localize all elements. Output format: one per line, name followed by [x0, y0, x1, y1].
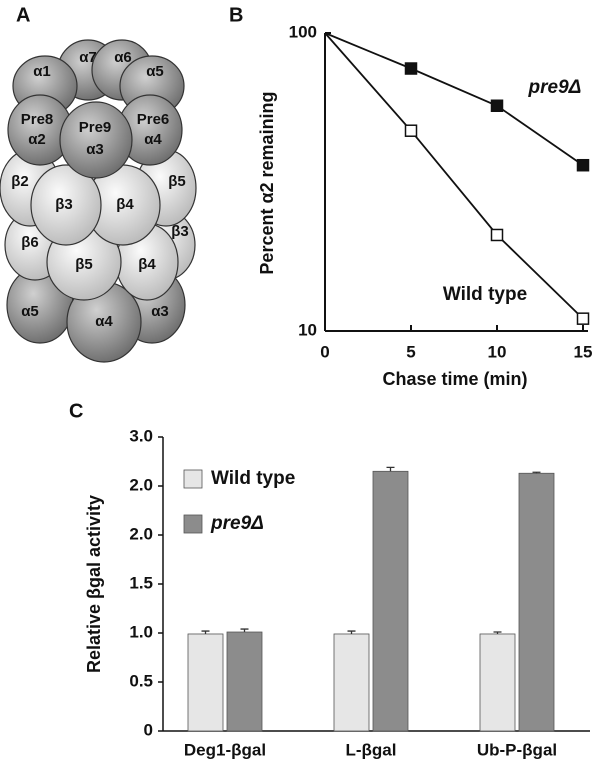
x-tick-label: Deg1-βgal — [184, 740, 266, 759]
y-tick-label: 2.0 — [129, 524, 153, 543]
bar — [518, 472, 555, 732]
subunit: Pre9 α3 — [59, 101, 133, 179]
error-bar — [347, 630, 356, 634]
series-label: pre9Δ — [528, 77, 582, 98]
subunit-label: β2 — [11, 173, 29, 190]
subunit-label: α4 — [144, 131, 162, 148]
subunit-label: Pre6 — [137, 111, 170, 128]
subunit-label: Pre9 — [79, 119, 112, 136]
legend-label: Wild type — [211, 468, 295, 489]
subunit-label: α3 — [151, 303, 169, 320]
x-tick-label: 0 — [320, 342, 329, 361]
series-line — [324, 32, 584, 320]
panel-label: A — [16, 4, 30, 26]
error-bar — [201, 630, 210, 634]
y-tick-label: 0.5 — [129, 671, 153, 690]
y-tick-label: 1.0 — [129, 622, 153, 641]
bar — [187, 633, 224, 732]
x-tick-label: 5 — [406, 342, 415, 361]
marker — [404, 62, 418, 75]
error-bar — [386, 466, 395, 472]
series-label: Wild type — [443, 284, 527, 305]
x-tick-label: Ub-P-βgal — [477, 740, 557, 759]
bar — [226, 631, 263, 732]
subunit-label: α7 — [79, 49, 97, 66]
error-bar — [532, 471, 541, 474]
series-line — [324, 32, 584, 166]
marker — [490, 228, 504, 242]
subunit-label: α6 — [114, 49, 132, 66]
subunit-label: β5 — [168, 173, 186, 190]
marker — [404, 124, 418, 137]
marker — [490, 99, 504, 112]
y-tick-label: 3.0 — [129, 426, 153, 445]
subunit: β4 — [85, 164, 161, 246]
legend-swatch — [183, 469, 203, 489]
y-tick-label: 0 — [144, 720, 153, 739]
panel-label: B — [229, 4, 243, 26]
bar — [372, 470, 409, 732]
subunit: β3 — [30, 164, 102, 246]
subunit-label: α4 — [95, 313, 113, 330]
subunit-label: β3 — [55, 196, 73, 213]
x-tick-label: L-βgal — [346, 740, 397, 759]
subunit-label: α3 — [86, 141, 104, 158]
bar — [333, 633, 370, 732]
subunit-label: β5 — [75, 256, 93, 273]
subunit-label: β3 — [171, 223, 189, 240]
x-tick-label: 15 — [574, 342, 593, 361]
y-tick-label: 100 — [289, 22, 317, 41]
subunit: α4 — [66, 281, 142, 363]
y-tick-label: 2.0 — [129, 475, 153, 494]
x-tick-label: 10 — [488, 342, 507, 361]
y-tick-label: 10 — [298, 320, 317, 339]
subunit-shape — [59, 101, 133, 179]
subunit-label: Pre8 — [21, 111, 54, 128]
proteasome-diagram: α5 α3 β6 β3 α4 β4 β5 β2 β5 β4 β3 α7 α6 α… — [0, 39, 197, 363]
y-axis-label: Percent α2 remaining — [257, 91, 277, 274]
subunit-label: β4 — [116, 196, 134, 213]
subunit-label: β6 — [21, 234, 39, 251]
marker — [576, 158, 590, 172]
y-tick-label: 1.5 — [129, 573, 153, 592]
bar — [479, 633, 516, 732]
subunit-label: β4 — [138, 256, 156, 273]
y-axis-label: Relative βgal activity — [84, 495, 104, 673]
marker — [576, 312, 590, 325]
subunit: Pre8 α2 — [7, 94, 73, 166]
legend-swatch — [183, 514, 203, 534]
subunit-label: α5 — [146, 63, 164, 80]
subunit-label: α5 — [21, 303, 39, 320]
error-bar — [493, 631, 502, 634]
x-axis-label: Chase time (min) — [382, 369, 527, 389]
subunit-label: α1 — [33, 63, 51, 80]
subunit-shape — [30, 164, 102, 246]
subunit-label: α2 — [28, 131, 46, 148]
panel-label: C — [69, 400, 83, 422]
legend-label: pre9Δ — [210, 513, 264, 534]
error-bar — [240, 628, 249, 633]
subunit: Pre6 α4 — [117, 94, 183, 166]
